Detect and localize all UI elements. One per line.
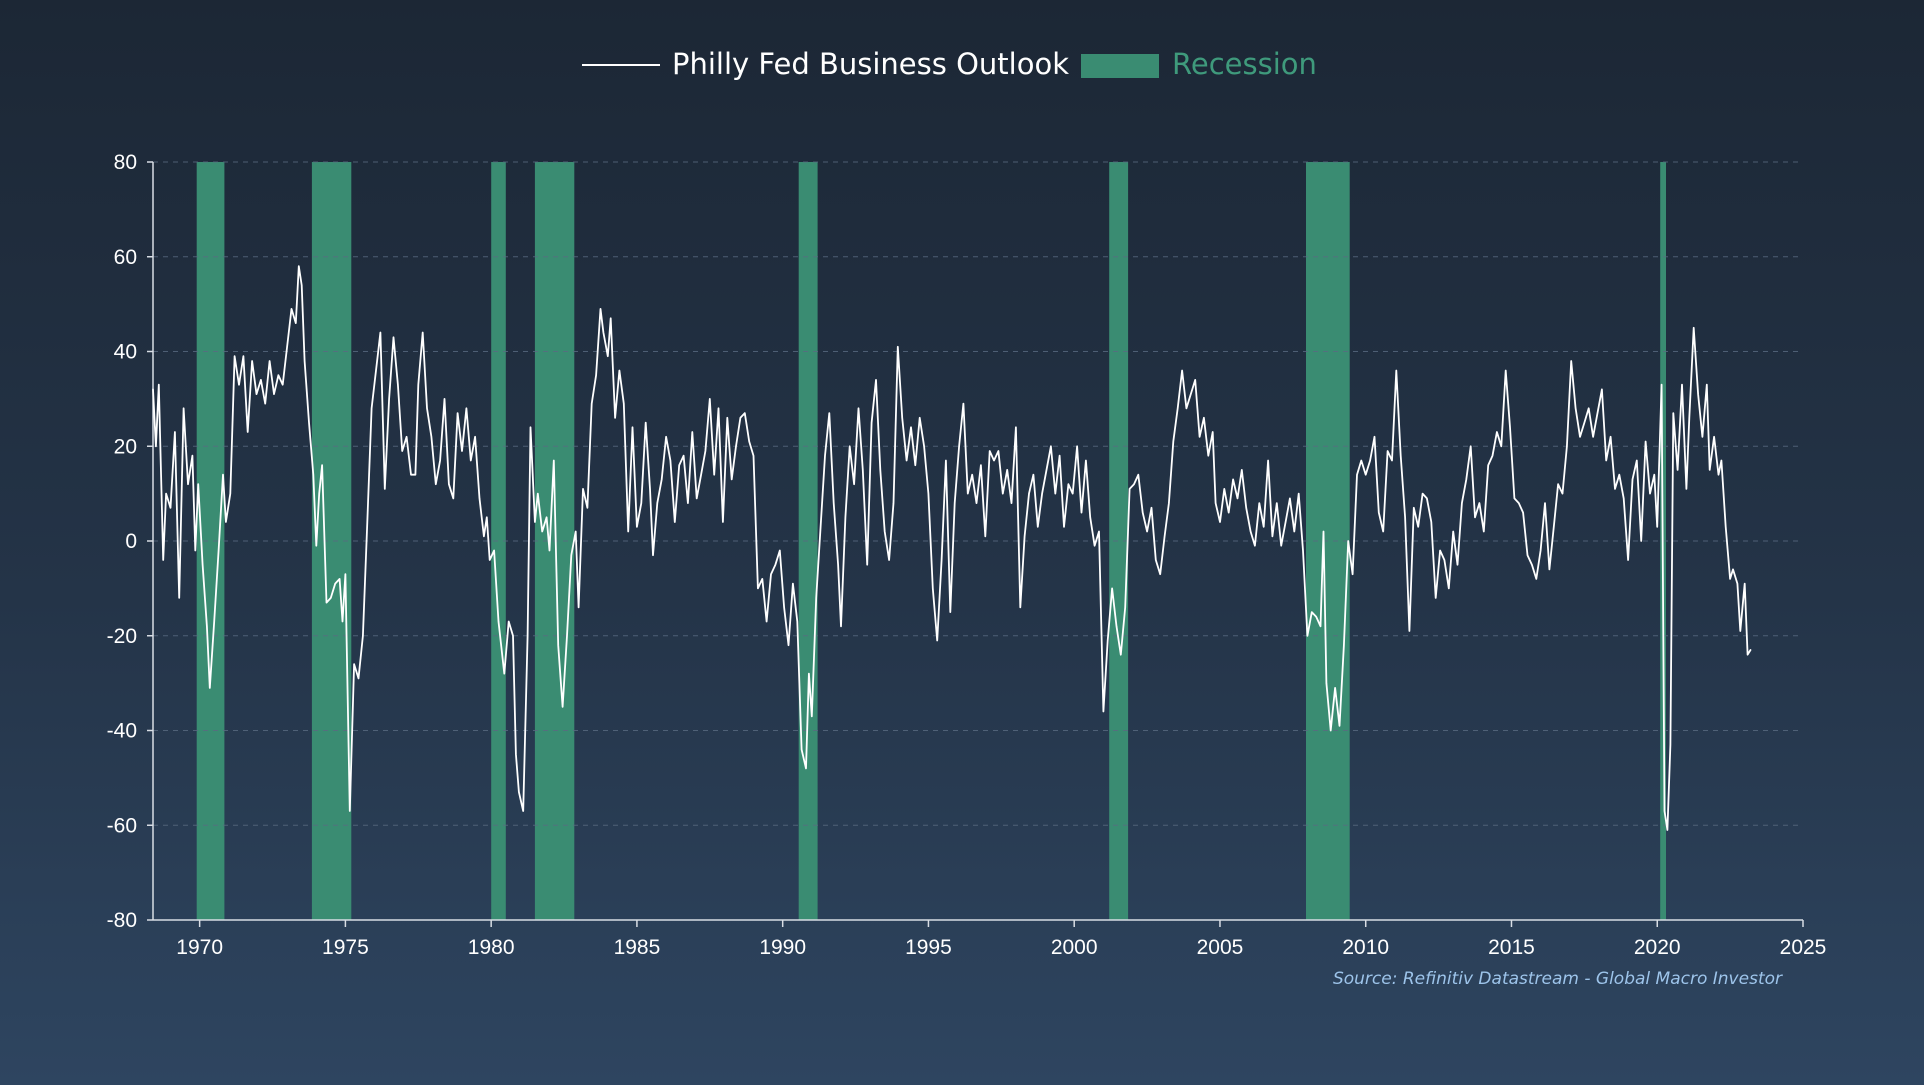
x-tick-label: 1980 xyxy=(468,936,515,959)
y-tick-label: 80 xyxy=(114,151,137,174)
x-tick-label: 2015 xyxy=(1488,936,1535,959)
y-tick-label: 0 xyxy=(125,530,137,553)
y-tick-label: -40 xyxy=(107,720,137,743)
y-tick-label: 20 xyxy=(114,435,137,458)
legend: Philly Fed Business Outlook Recession xyxy=(582,47,1317,81)
legend-recession-swatch xyxy=(1081,54,1159,78)
y-tick-label: 40 xyxy=(114,341,137,364)
x-tick-label: 1975 xyxy=(322,936,369,959)
y-tick-label: -80 xyxy=(107,909,137,932)
x-tick-label: 2020 xyxy=(1634,936,1681,959)
x-tick-label: 2025 xyxy=(1780,936,1827,959)
x-tick-label: 2005 xyxy=(1197,936,1244,959)
x-tick-label: 1995 xyxy=(905,936,952,959)
source-note: Source: Refinitiv Datastream - Global Ma… xyxy=(1333,969,1783,989)
x-tick-label: 1985 xyxy=(614,936,661,959)
x-tick-label: 1990 xyxy=(759,936,806,959)
x-tick-label: 1970 xyxy=(176,936,223,959)
axes: 80 60 40 20 0 -20 -40 -60 -80 1970 1975 1980 1985 199… xyxy=(107,151,1827,959)
gridlines xyxy=(153,161,1803,826)
y-tick-label: -60 xyxy=(107,814,137,837)
y-tick-label: 60 xyxy=(114,246,137,269)
series-line xyxy=(152,265,1752,831)
legend-recession-label: Recession xyxy=(1172,47,1317,81)
legend-line-label: Philly Fed Business Outlook xyxy=(672,47,1069,81)
y-tick-label: -20 xyxy=(107,625,137,648)
x-tick-label: 2010 xyxy=(1342,936,1389,959)
x-tick-label: 2000 xyxy=(1051,936,1098,959)
data-series xyxy=(152,265,1752,831)
